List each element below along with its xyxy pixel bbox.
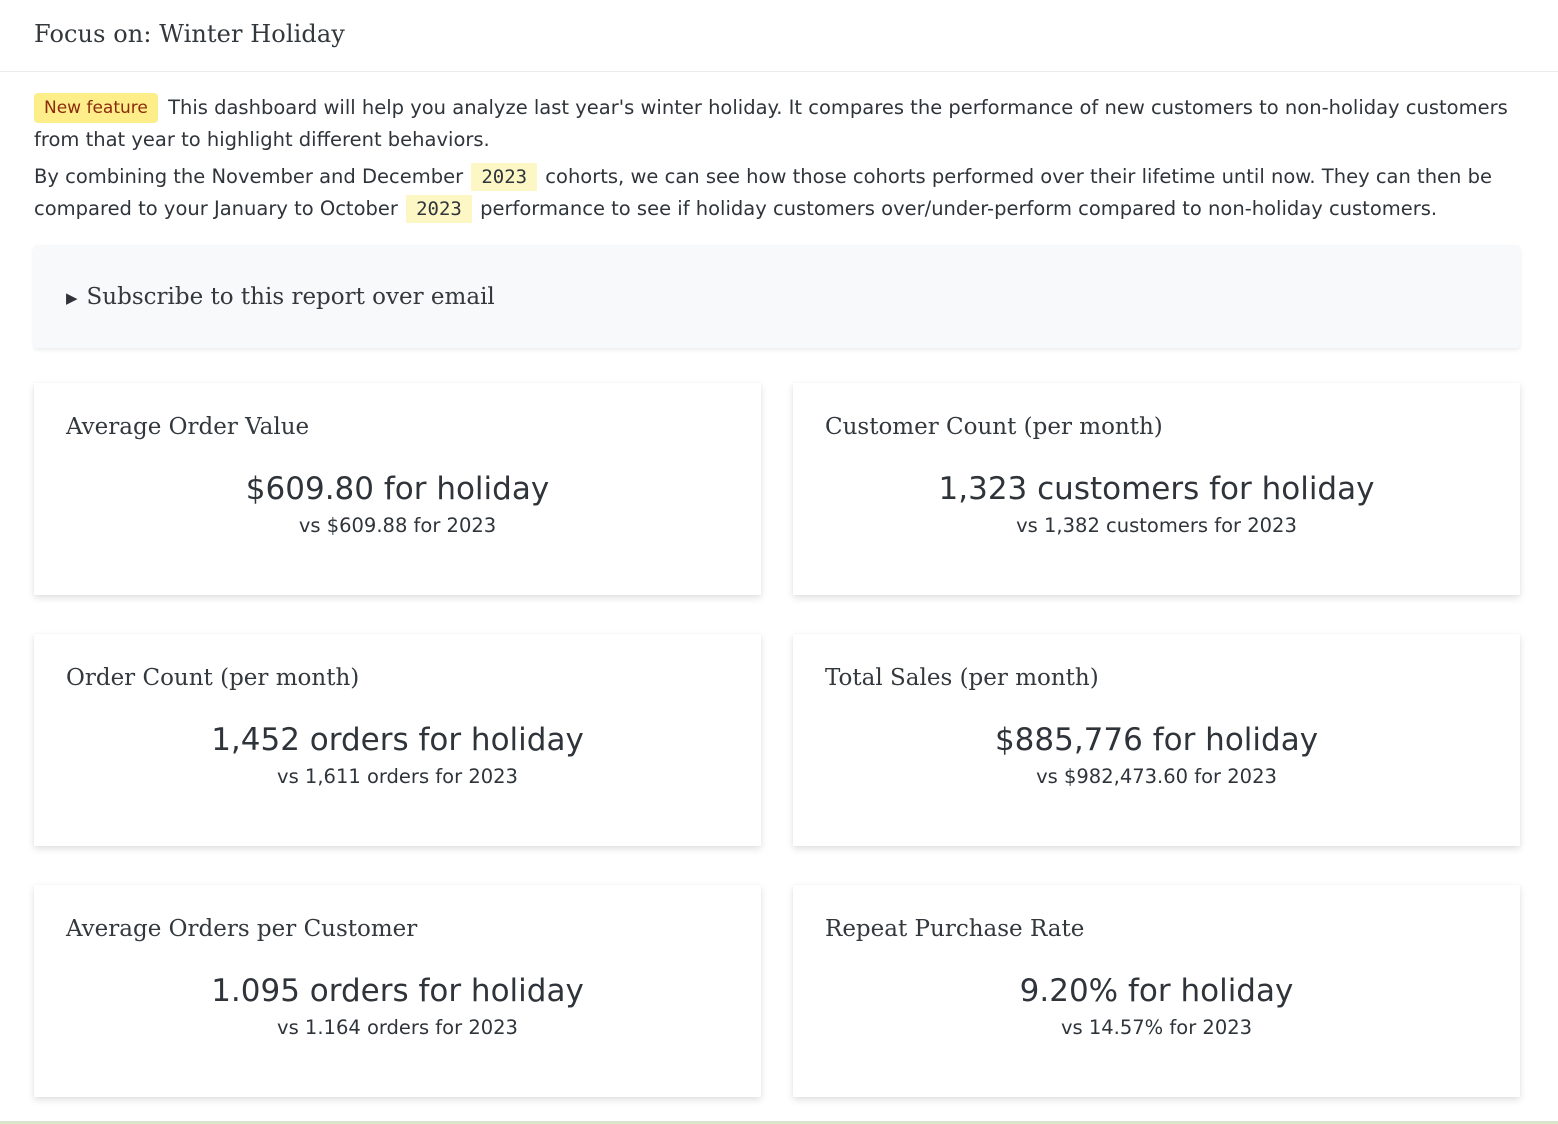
metric-comparison-value: vs $609.88 for 2023 (298, 514, 497, 537)
metric-title: Average Order Value (66, 414, 310, 440)
metric-comparison-value: vs 1.164 orders for 2023 (277, 1016, 518, 1039)
metrics-grid: Average Order Value $609.80 for holiday … (34, 383, 1520, 1097)
metric-comparison-value: vs 1,611 orders for 2023 (277, 765, 518, 788)
metric-card-total-sales: Total Sales (per month) $885,776 for hol… (793, 634, 1520, 846)
metric-title: Total Sales (per month) (825, 665, 1099, 691)
subscribe-email-toggle[interactable]: ▶ Subscribe to this report over email (34, 245, 1520, 348)
intro-text-2b: cohorts, we can see how those cohorts pe… (34, 165, 1492, 220)
disclosure-triangle-icon: ▶ (66, 288, 78, 307)
metric-holiday-value: 1.095 orders for holiday (211, 973, 584, 1009)
metric-comparison-value: vs 1,382 customers for 2023 (1016, 514, 1297, 537)
metric-holiday-value: 1,452 orders for holiday (211, 722, 584, 758)
intro-text-2c: performance to see if holiday customers … (480, 197, 1438, 220)
cohort-year-code: 2023 (471, 163, 538, 191)
metric-card-order-count: Order Count (per month) 1,452 orders for… (34, 634, 761, 846)
bottom-divider (0, 1121, 1558, 1124)
metric-title: Order Count (per month) (66, 665, 360, 691)
metric-holiday-value: 1,323 customers for holiday (938, 471, 1375, 507)
subscribe-label: Subscribe to this report over email (86, 283, 495, 310)
metric-holiday-value: $609.80 for holiday (245, 471, 550, 507)
intro-text-2a: By combining the November and December (34, 165, 464, 188)
metric-card-repeat-purchase-rate: Repeat Purchase Rate 9.20% for holiday v… (793, 885, 1520, 1097)
intro-section: New feature This dashboard will help you… (0, 72, 1558, 225)
comparison-year-code: 2023 (406, 195, 472, 223)
page-title: Focus on: Winter Holiday (34, 19, 345, 48)
metric-holiday-value: $885,776 for holiday (994, 722, 1319, 758)
intro-text-1: This dashboard will help you analyze las… (34, 96, 1508, 151)
metric-holiday-value: 9.20% for holiday (1019, 973, 1294, 1009)
intro-paragraph-1: New feature This dashboard will help you… (34, 92, 1524, 156)
metric-card-average-orders-per-customer: Average Orders per Customer 1.095 orders… (34, 885, 761, 1097)
metric-card-customer-count: Customer Count (per month) 1,323 custome… (793, 383, 1520, 595)
intro-paragraph-2: By combining the November and December 2… (34, 161, 1524, 225)
page-header: Focus on: Winter Holiday (0, 0, 1558, 72)
metric-title: Average Orders per Customer (66, 916, 418, 942)
metric-comparison-value: vs 14.57% for 2023 (1060, 1016, 1253, 1039)
metric-title: Repeat Purchase Rate (825, 916, 1085, 942)
metric-card-average-order-value: Average Order Value $609.80 for holiday … (34, 383, 761, 595)
metric-title: Customer Count (per month) (825, 414, 1163, 440)
metric-comparison-value: vs $982,473.60 for 2023 (1036, 765, 1277, 788)
new-feature-badge: New feature (34, 93, 158, 123)
